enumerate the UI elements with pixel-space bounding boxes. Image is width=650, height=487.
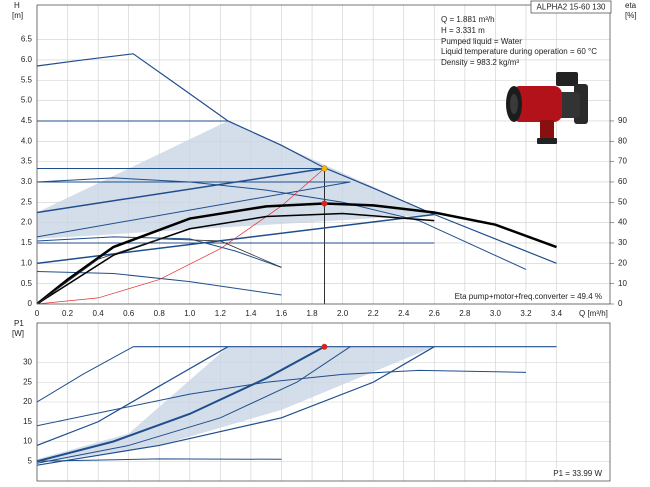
info-line: Q = 1.881 m³/h xyxy=(441,15,495,24)
y-tick-label: 0 xyxy=(28,299,33,308)
curve xyxy=(37,270,282,296)
power-chart: 5 10 15 20 25 30 P1[W] P1 = 33.99 W xyxy=(12,319,611,482)
curve xyxy=(37,168,325,304)
x-tick-label: 3.4 xyxy=(551,309,563,318)
x-tick-label: 0.6 xyxy=(123,309,135,318)
y-tick-label: 3.0 xyxy=(21,177,33,186)
pump-image xyxy=(506,72,588,144)
x-tick-label: 2.2 xyxy=(368,309,380,318)
y-tick-label: 3.5 xyxy=(21,157,33,166)
y-tick-label: 0.5 xyxy=(21,279,33,288)
y-tick-label: 5.0 xyxy=(21,96,33,105)
x-tick-label: 0 xyxy=(35,309,40,318)
info-line: Liquid temperature during operation = 60… xyxy=(441,47,597,56)
y2-tick-label: 70 xyxy=(618,157,627,166)
note: Eta pump+motor+freq.converter = 49.4 % xyxy=(455,292,602,301)
y2-tick-label: 20 xyxy=(618,258,627,267)
x-tick-label: 3.2 xyxy=(520,309,532,318)
head-chart: 0 0.2 0.4 0.6 0.8 1.0 1.2 1.4 1.6 1.8 2.0 2.2 2.4 2.6… xyxy=(12,1,637,318)
y-tick-label: 2.0 xyxy=(21,218,33,227)
y2-axis-unit: [%] xyxy=(625,11,637,20)
y-tick-label: 6.5 xyxy=(21,35,33,44)
y-tick-label: 1.0 xyxy=(21,258,33,267)
area xyxy=(37,120,435,239)
x-axis-label: Q [m³/h] xyxy=(579,309,608,318)
y-axis-label: P1 xyxy=(14,319,24,328)
note-bg xyxy=(551,468,605,480)
y2-axis-label: eta xyxy=(625,1,637,10)
x-tick-label: 2.8 xyxy=(459,309,471,318)
curve xyxy=(37,346,435,466)
curve xyxy=(37,346,134,403)
y2-tick-label: 0 xyxy=(618,299,623,308)
curve xyxy=(37,346,229,447)
x-tick-label: 2.0 xyxy=(337,309,349,318)
x-tick-label: 1.2 xyxy=(215,309,227,318)
info-line: Density = 983.2 kg/m³ xyxy=(441,58,519,67)
y-tick-label: 1.5 xyxy=(21,238,33,247)
model-box xyxy=(530,0,612,14)
info-line: H = 3.331 m xyxy=(441,26,485,35)
curve xyxy=(37,236,282,268)
x-tick-label: 1.0 xyxy=(184,309,196,318)
y2-tick-label: 10 xyxy=(618,279,627,288)
y-tick-label: 4.5 xyxy=(21,116,33,125)
info-line: Pumped liquid = Water xyxy=(441,37,522,46)
operating-point xyxy=(321,343,328,350)
x-tick-label: 2.4 xyxy=(398,309,410,318)
curve xyxy=(37,345,325,463)
y-tick-label: 20 xyxy=(23,397,32,406)
y-tick-label: 6.0 xyxy=(21,55,33,64)
y-tick-label: 5 xyxy=(28,456,33,465)
y-tick-label: 5.5 xyxy=(21,75,33,84)
curve xyxy=(37,458,282,462)
y2-tick-label: 60 xyxy=(618,177,627,186)
curve xyxy=(37,202,557,304)
y-tick-label: 30 xyxy=(23,358,32,367)
x-tick-label: 0.2 xyxy=(62,309,74,318)
curve xyxy=(37,177,527,270)
x-tick-label: 0.4 xyxy=(93,309,105,318)
y-tick-label: 2.5 xyxy=(21,197,33,206)
y-axis-unit: [m] xyxy=(12,11,23,20)
y-tick-label: 15 xyxy=(23,417,32,426)
x-tick-label: 0.8 xyxy=(154,309,166,318)
y-axis-unit: [W] xyxy=(12,329,24,338)
curve xyxy=(37,346,351,464)
y-axis-label: H xyxy=(14,1,20,10)
x-tick-label: 1.4 xyxy=(245,309,257,318)
y-tick-label: 10 xyxy=(23,437,32,446)
plot-frame xyxy=(36,322,611,482)
y2-tick-label: 90 xyxy=(618,116,627,125)
note-bg xyxy=(452,291,604,303)
y-tick-label: 4.0 xyxy=(21,136,33,145)
x-tick-label: 3.0 xyxy=(490,309,502,318)
curve xyxy=(37,53,557,264)
x-tick-label: 1.6 xyxy=(276,309,288,318)
plot-frame xyxy=(36,4,611,305)
model-label: ALPHA2 15-60 130 xyxy=(537,3,606,12)
curve xyxy=(37,212,435,304)
x-tick-label: 2.6 xyxy=(429,309,441,318)
y2-tick-label: 40 xyxy=(618,218,627,227)
y2-tick-label: 50 xyxy=(618,197,627,206)
operating-point xyxy=(321,200,328,207)
operating-point xyxy=(321,165,328,172)
x-tick-label: 1.8 xyxy=(306,309,318,318)
curve xyxy=(37,369,526,427)
note: P1 = 33.99 W xyxy=(553,469,602,478)
curve xyxy=(37,167,325,214)
curve xyxy=(37,238,282,304)
y2-tick-label: 30 xyxy=(618,238,627,247)
y-tick-label: 25 xyxy=(23,377,32,386)
y2-tick-label: 80 xyxy=(618,136,627,145)
